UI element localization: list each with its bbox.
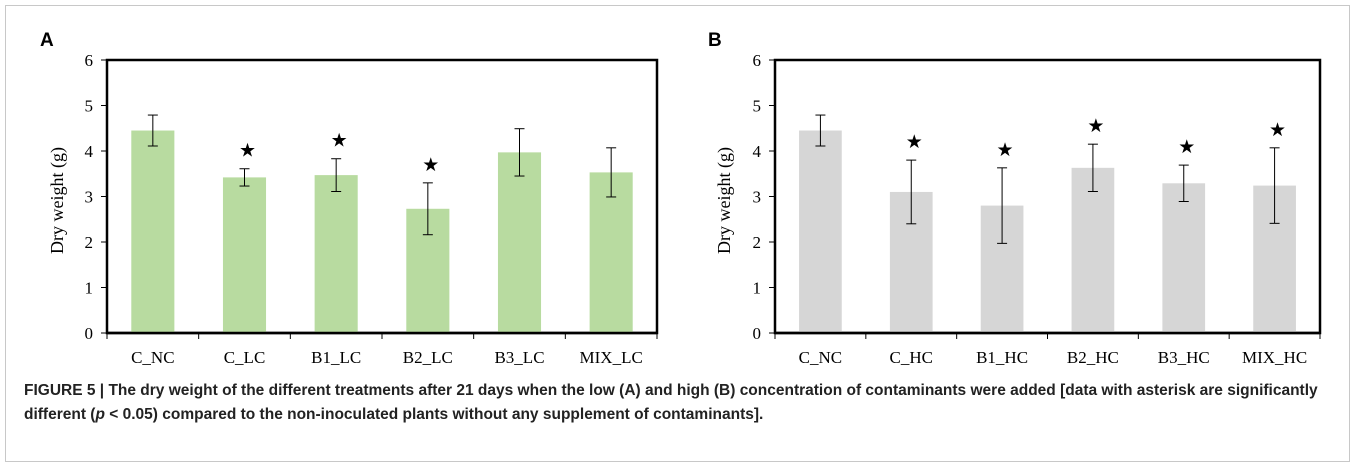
panel-a-bar	[222, 177, 267, 333]
panel-a-xtick-label: C_NC	[131, 348, 174, 367]
panel-b-significance-star: ★	[1087, 115, 1104, 137]
panel-b-y-axis-title: Dry weight (g)	[714, 147, 735, 254]
panel-b-ytick-label: 4	[753, 142, 762, 161]
panel-a-xtick-label: C_LC	[224, 348, 266, 367]
panel-a-significance-star: ★	[331, 130, 348, 152]
caption-p-symbol: p	[95, 406, 105, 423]
caption-text-2: < 0.05) compared to the non-inoculated p…	[104, 406, 764, 423]
panel-a-plot-frame	[105, 58, 659, 335]
figure-caption: FIGURE 5 | The dry weight of the differe…	[24, 379, 1334, 427]
panel-a-bar	[314, 175, 358, 333]
panel-a-bar	[589, 172, 633, 333]
panel-a-ytick-label: 1	[85, 279, 94, 298]
panel-a-significance-star: ★	[422, 154, 439, 176]
panel-b-significance-star: ★	[1178, 136, 1195, 158]
panel-b-ytick-label: 2	[753, 233, 762, 252]
panel-a-bar	[131, 130, 175, 333]
panel-b-xtick-label: C_HC	[890, 348, 933, 367]
panel-b-significance-star: ★	[997, 139, 1014, 161]
panel-b-xtick-label: C_NC	[799, 348, 842, 367]
panel-b-xtick-label: B3_HC	[1158, 348, 1210, 367]
panel-a-bar	[497, 152, 542, 333]
panel-b-bar	[799, 130, 842, 333]
panel-b-ytick-label: 3	[753, 188, 762, 207]
panel-b-xtick-label: B1_HC	[976, 348, 1028, 367]
panel-b-ytick-label: 1	[753, 279, 762, 298]
panel-b-significance-star: ★	[1269, 119, 1286, 141]
panel-b-xtick-label: MIX_HC	[1242, 348, 1307, 367]
panel-a-ytick-label: 5	[85, 97, 94, 116]
panel-a-ytick-label: 0	[85, 324, 94, 343]
panel-b-label: B	[708, 30, 722, 51]
panel-a-y-axis-title: Dry weight (g)	[47, 147, 68, 254]
panel-a-ytick-label: 3	[85, 188, 94, 207]
panel-b-ytick-label: 6	[753, 51, 762, 70]
panel-b-xtick-label: B2_HC	[1067, 348, 1119, 367]
panel-a-ytick-label: 4	[85, 142, 94, 161]
panel-a-xtick-label: B1_LC	[311, 348, 361, 367]
panel-b-bar	[1071, 167, 1115, 333]
panel-a-ytick-label: 6	[85, 51, 94, 70]
caption-text-1: The dry weight of the different treatmen…	[24, 382, 1318, 423]
panel-b-significance-star: ★	[906, 131, 923, 153]
panel-a-xtick-label: MIX_LC	[580, 348, 643, 367]
panel-b-ytick-label: 0	[753, 324, 762, 343]
caption-label: FIGURE 5 |	[24, 382, 109, 399]
panel-a-ytick-label: 2	[85, 233, 94, 252]
panel-a-xtick-label: B2_LC	[403, 348, 453, 367]
panel-a-significance-star: ★	[239, 140, 256, 162]
panel-b-bar	[1162, 183, 1206, 333]
panel-b-ytick-label: 5	[753, 97, 762, 116]
panel-b-plot-frame	[773, 58, 1322, 335]
panel-a-label: A	[40, 30, 54, 51]
panel-a-xtick-label: B3_LC	[494, 348, 544, 367]
